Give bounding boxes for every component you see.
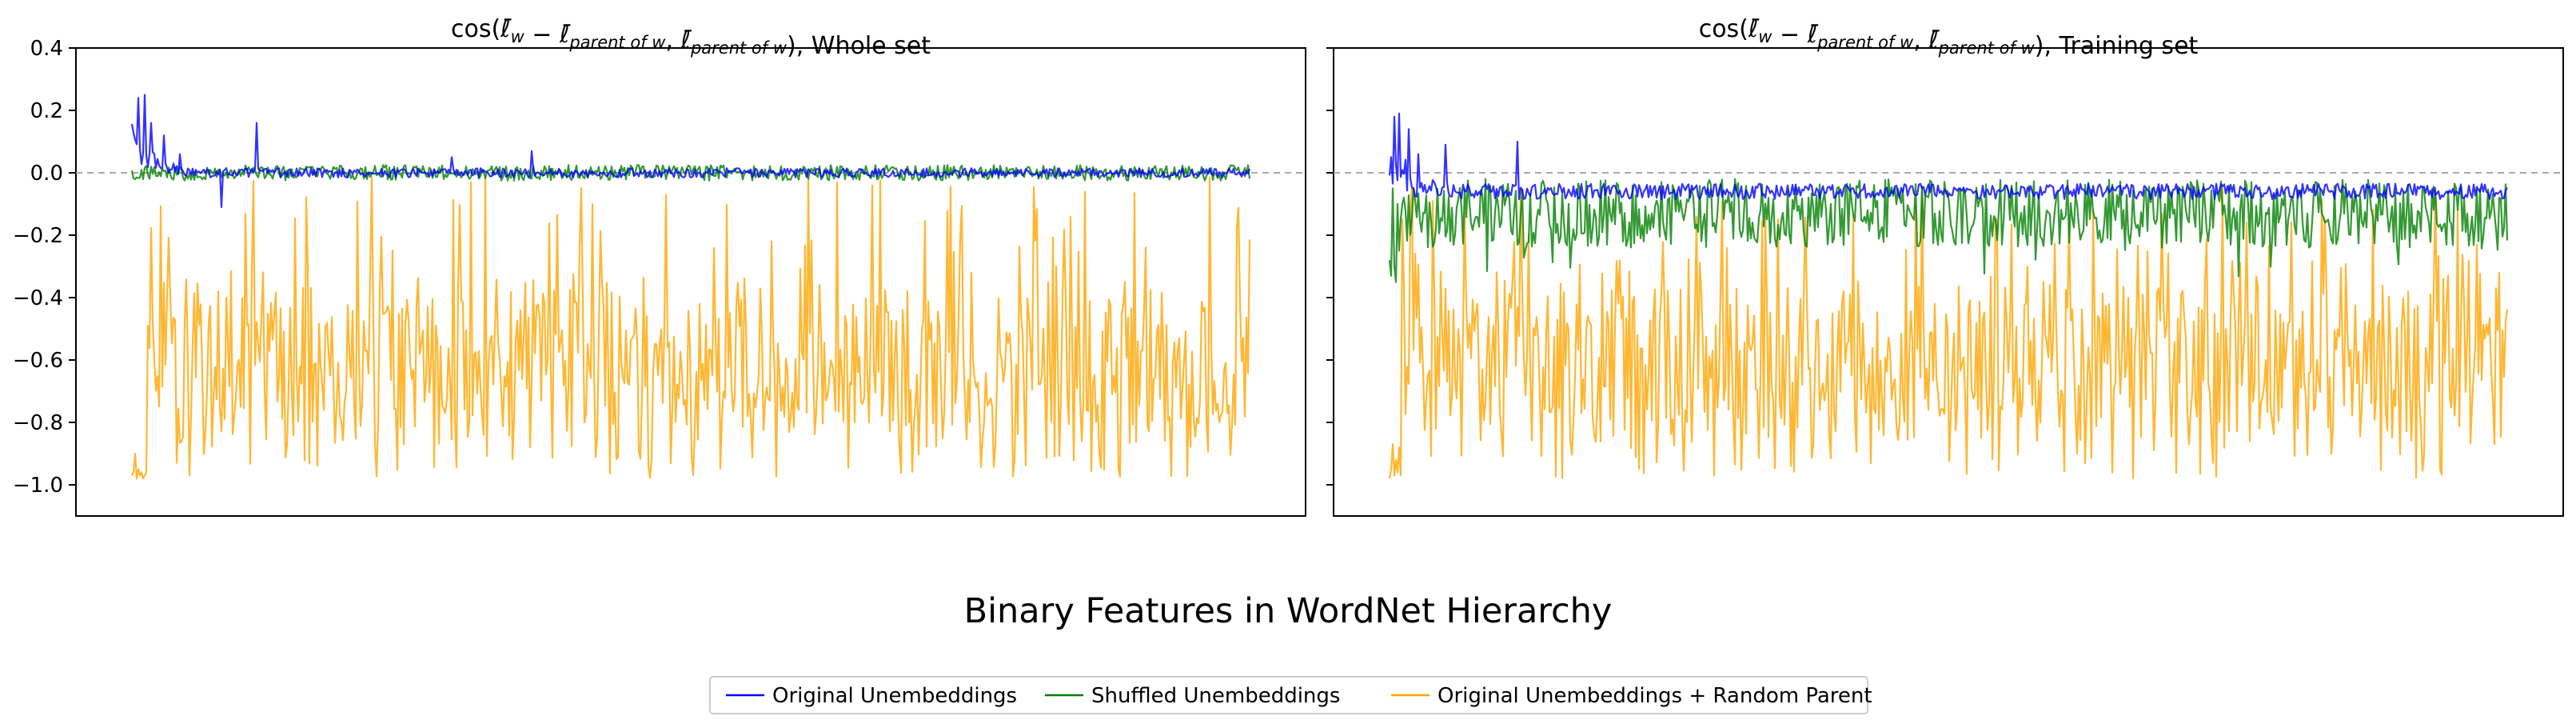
title-term-b: ℓ̄ xyxy=(559,21,571,49)
y-tick-label: −1.0 xyxy=(13,474,63,498)
title-term-c-subscript: parent of w xyxy=(690,38,788,58)
title-prefix: cos( xyxy=(451,15,500,43)
series-line-original-unembeddings xyxy=(1388,112,2508,201)
chart-panel-training-set: cos(ℓ̄w − ℓ̄parent of w, ℓ̄parent of w),… xyxy=(1326,15,2564,517)
title-term-a: ℓ̄ xyxy=(500,15,512,43)
title-term-b-subscript: parent of w xyxy=(1816,33,1914,52)
series-line-original-unembeddings xyxy=(130,94,1251,208)
legend-frame xyxy=(709,676,1868,714)
title-term-a-subscript: w xyxy=(511,27,525,46)
chart-title: cos(ℓ̄w − ℓ̄parent of w, ℓ̄parent of w),… xyxy=(451,15,931,60)
legend: Original Unembeddings Shuffled Unembeddi… xyxy=(709,676,1872,714)
chart-panel-whole-set: cos(ℓ̄w − ℓ̄parent of w, ℓ̄parent of w),… xyxy=(13,15,1306,517)
chart-title: cos(ℓ̄w − ℓ̄parent of w, ℓ̄parent of w),… xyxy=(1699,15,2199,60)
series-line-original-unembeddings-random-parent xyxy=(1388,187,2509,479)
y-tick-label: −0.2 xyxy=(13,224,63,248)
title-term-c: ℓ̄ xyxy=(1928,26,1940,54)
y-tick-label: −0.4 xyxy=(13,286,63,310)
title-suffix: ), Training set xyxy=(2035,32,2199,60)
title-term-c-subscript: parent of w xyxy=(1938,38,2036,58)
y-tick-label: 0.4 xyxy=(30,37,63,61)
legend-label-shuffled: Shuffled Unembeddings xyxy=(1091,684,1340,708)
title-term-a-subscript: w xyxy=(1758,27,1772,46)
title-prefix: cos( xyxy=(1699,15,1749,43)
title-term-a: ℓ̄ xyxy=(1748,15,1760,43)
series-line-shuffled-unembeddings xyxy=(1388,178,2509,283)
legend-label-original: Original Unembeddings xyxy=(772,684,1017,708)
title-minus: − xyxy=(1772,21,1807,49)
title-term-c: ℓ̄ xyxy=(680,26,692,54)
title-minus: − xyxy=(524,21,560,49)
title-suffix: ), Whole set xyxy=(787,32,931,60)
title-term-b-subscript: parent of w xyxy=(568,33,666,52)
y-tick-label: −0.6 xyxy=(13,349,63,373)
title-term-b: ℓ̄ xyxy=(1807,21,1819,49)
y-tick-label: −0.8 xyxy=(13,411,63,435)
y-tick-label: 0.0 xyxy=(30,162,63,186)
series-line-original-unembeddings-random-parent xyxy=(131,176,1251,480)
y-tick-label: 0.2 xyxy=(30,99,63,123)
figure-suptitle: Binary Features in WordNet Hierarchy xyxy=(964,591,1613,631)
legend-label-random-parent: Original Unembeddings + Random Parent xyxy=(1438,684,1872,708)
title-comma: , xyxy=(1913,26,1928,54)
title-comma: , xyxy=(665,26,680,54)
